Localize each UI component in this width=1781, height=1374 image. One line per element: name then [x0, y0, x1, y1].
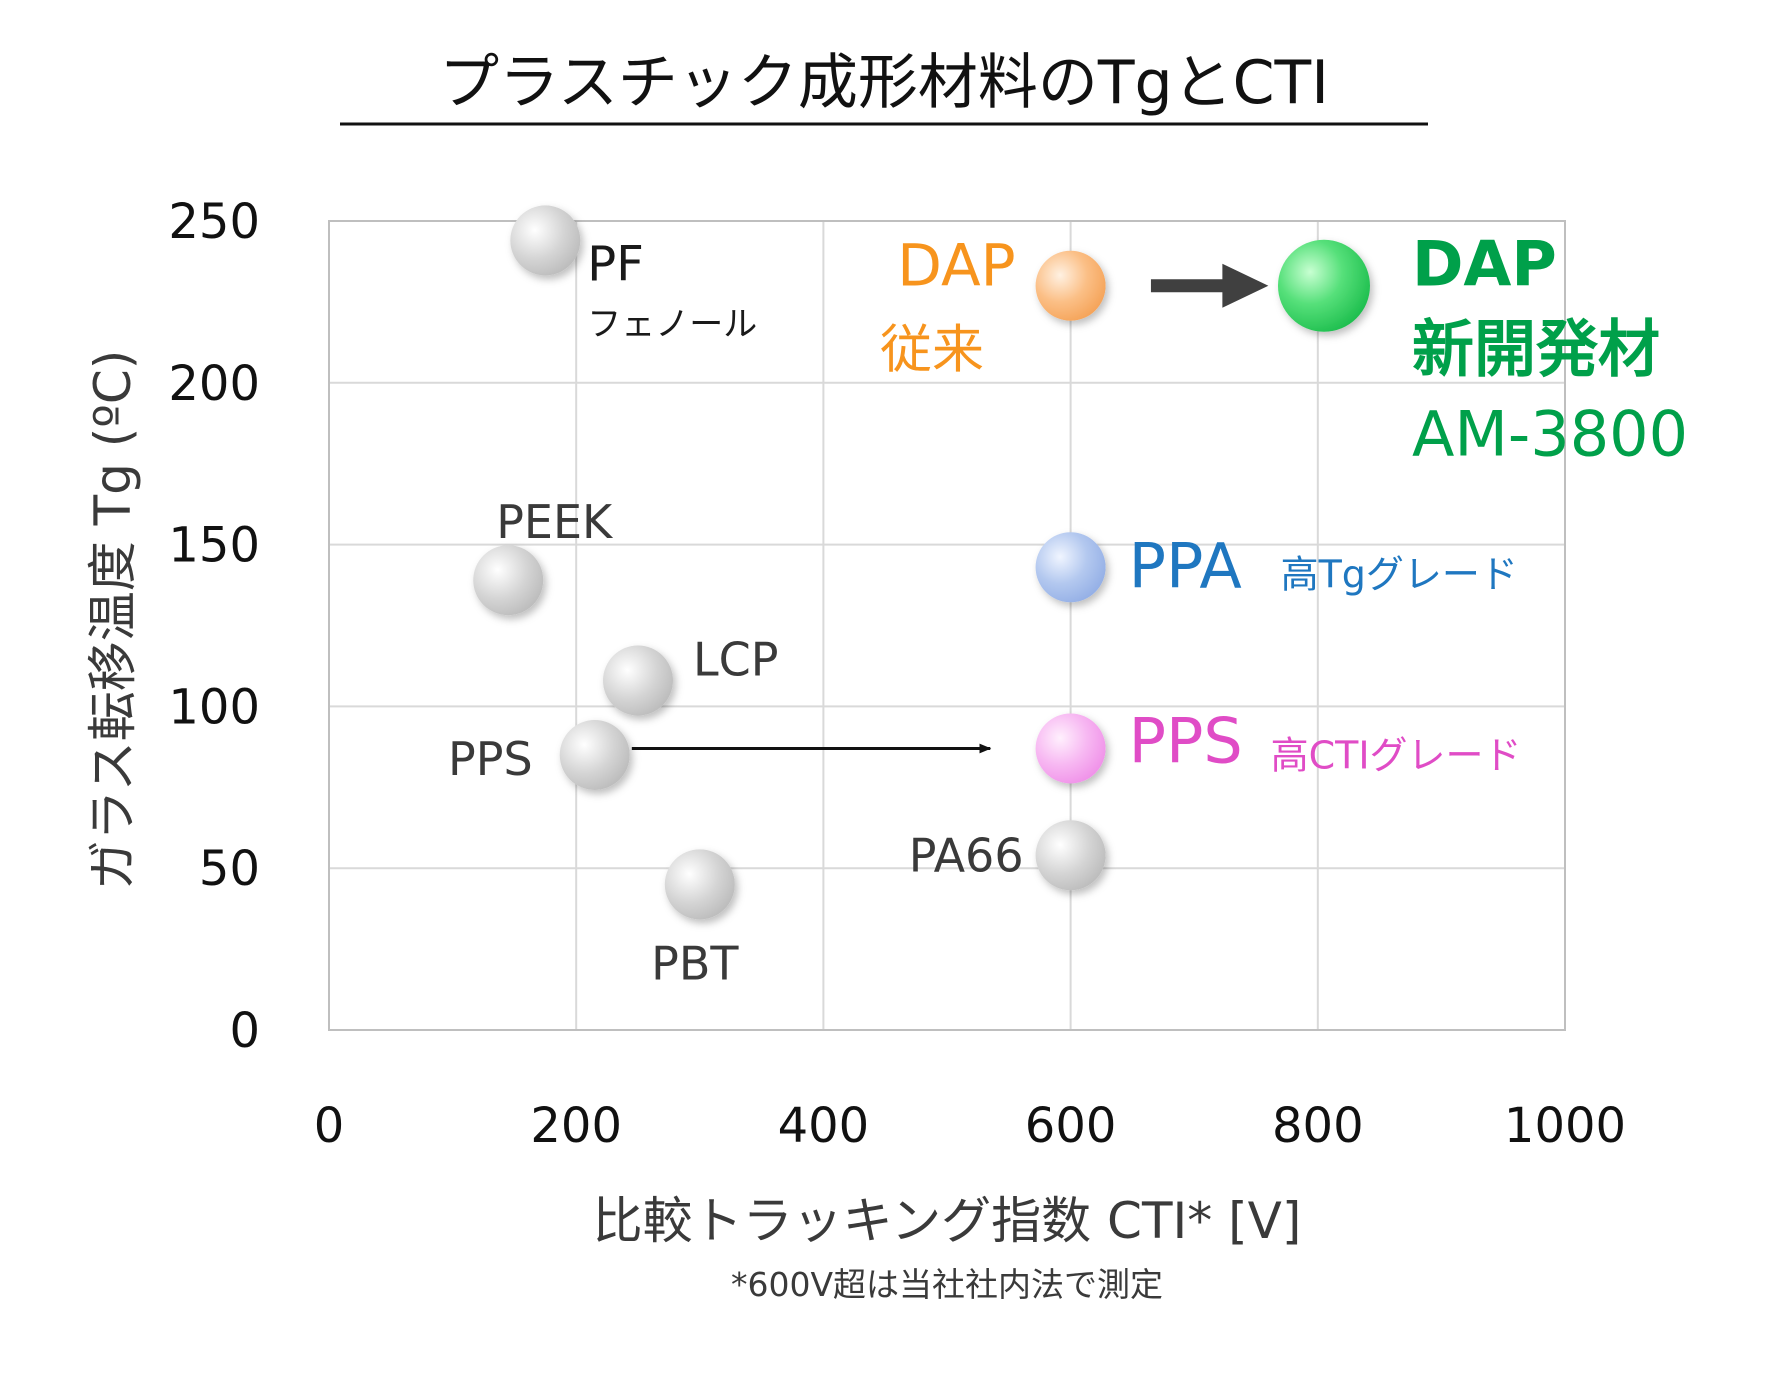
plot-area-border [328, 220, 1566, 1031]
y-tick-label: 100 [168, 679, 260, 735]
x-tick-label: 1000 [1504, 1098, 1626, 1154]
point-label: DAP [897, 232, 1015, 300]
x-tick-label: 600 [1025, 1098, 1117, 1154]
point-label: PBT [651, 936, 739, 990]
x-axis-title: 比較トラッキング指数 CTI* [V] [593, 1192, 1302, 1250]
data-point [1035, 713, 1106, 784]
data-point [510, 205, 581, 276]
data-points [473, 205, 1370, 920]
x-tick-label: 800 [1272, 1098, 1364, 1154]
x-tick-label: 200 [530, 1098, 622, 1154]
data-point [603, 645, 673, 716]
y-tick-label: 200 [168, 356, 260, 412]
point-label: PPA [1129, 529, 1242, 602]
point-labels: PF フェノール PEEK LCP PPS PBT PA66 DAP 従来 DAP 新開発材 AM-3… [448, 228, 1688, 991]
data-point [1035, 820, 1106, 891]
point-label: PPS [1129, 704, 1243, 777]
gridlines [329, 221, 1565, 1030]
point-sublabel: 高CTIグレード [1271, 733, 1522, 777]
point-sublabel: フェノール [587, 304, 757, 344]
point-label: LCP [693, 633, 779, 687]
arrow-head [1222, 263, 1269, 308]
y-tick-label: 0 [229, 1003, 260, 1059]
point-label: PEEK [496, 495, 614, 549]
footnote: *600V超は当社社内法で測定 [731, 1265, 1163, 1304]
point-sublabel: 高Tgグレード [1281, 552, 1518, 596]
point-sublabel: 新開発材 [1412, 313, 1660, 386]
point-label: DAP [1412, 228, 1557, 301]
data-point [664, 849, 735, 920]
y-tick-label: 250 [168, 194, 260, 250]
x-tick-labels: 0 200 400 600 800 1000 [314, 1098, 1626, 1154]
data-point [1035, 532, 1106, 603]
point-sublabel: 従来 [880, 321, 984, 381]
y-tick-labels: 0 50 100 150 200 250 [168, 194, 260, 1059]
x-tick-label: 0 [314, 1098, 345, 1154]
y-tick-label: 50 [199, 841, 260, 897]
point-label: PF [587, 236, 644, 292]
y-tick-label: 150 [168, 518, 260, 574]
x-tick-label: 400 [778, 1098, 870, 1154]
data-point [1277, 239, 1370, 332]
data-point [473, 545, 544, 616]
point-sublabel-2: AM-3800 [1412, 398, 1688, 471]
arrows [631, 263, 1269, 754]
point-label: PA66 [909, 828, 1024, 882]
y-axis-title: ガラス転移温度 Tg (ºC) [84, 350, 142, 891]
data-point [559, 719, 630, 790]
point-label: PPS [448, 732, 533, 786]
data-point [1035, 250, 1106, 321]
chart-title: プラスチック成形材料のTgとCTI [439, 48, 1329, 118]
